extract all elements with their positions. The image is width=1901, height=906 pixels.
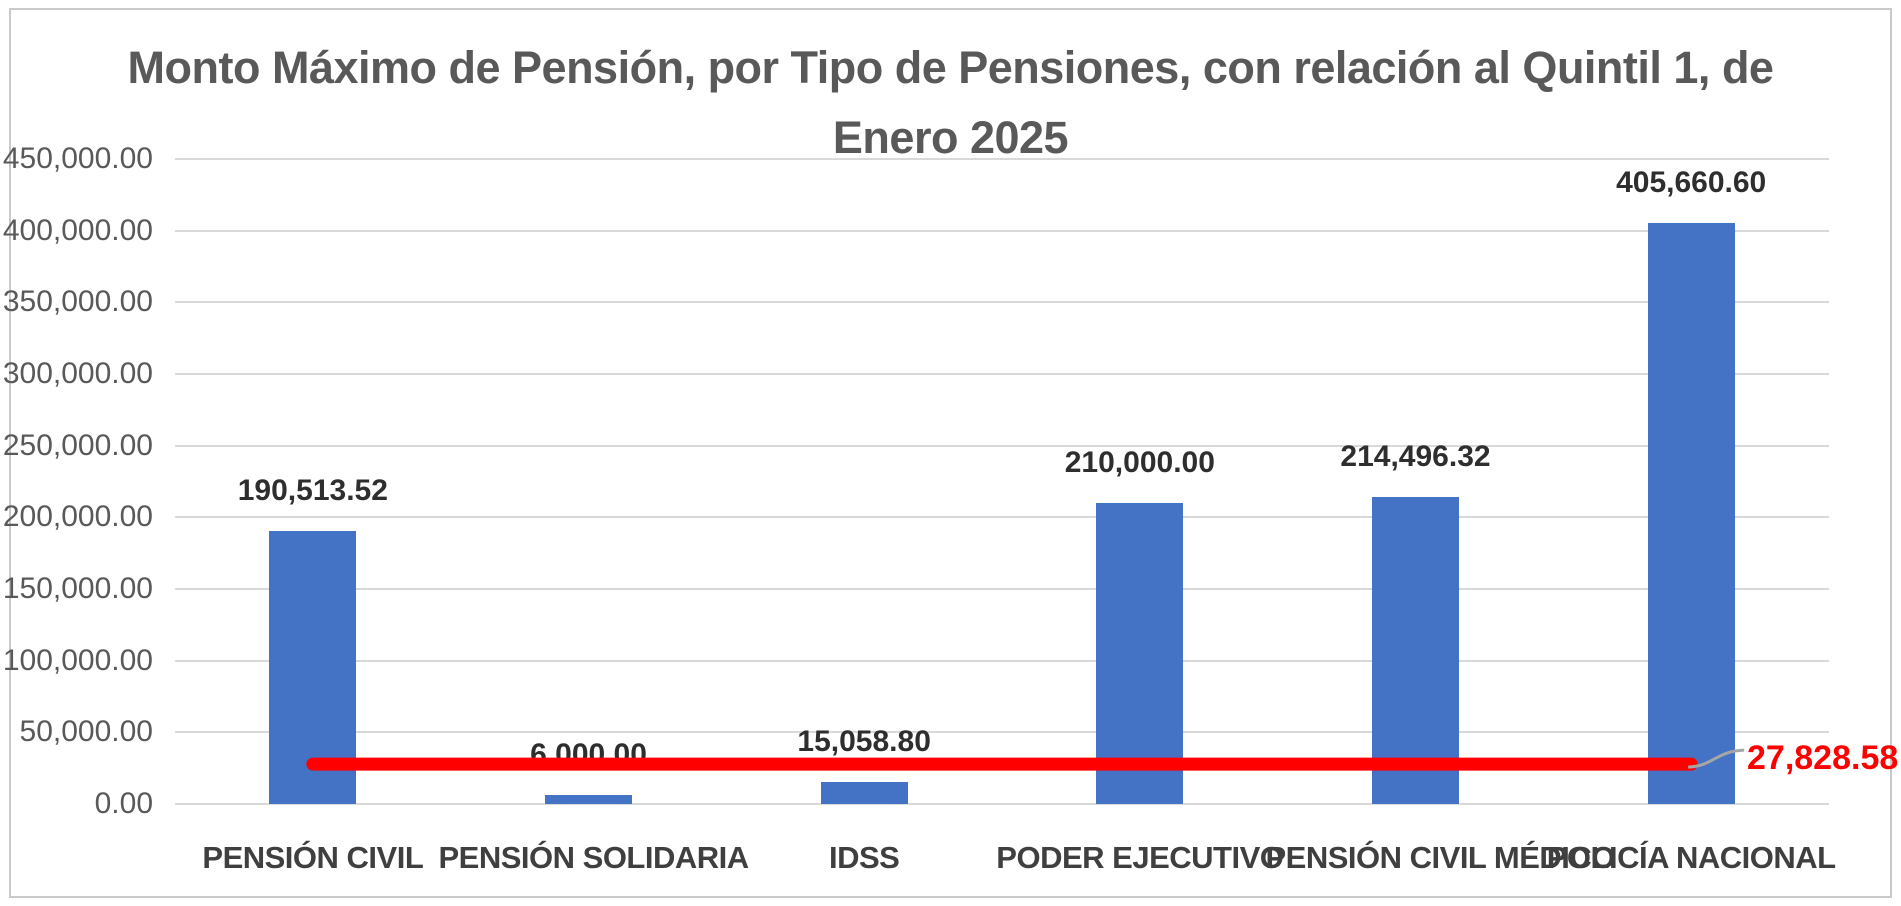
gridline-200-000-00 xyxy=(175,516,1829,519)
gridline-250-000-00 xyxy=(175,444,1829,447)
gridline-50-000-00 xyxy=(175,731,1829,734)
bar-policia-nacional xyxy=(1647,222,1735,804)
x-axis-label-idss: IDSS xyxy=(828,840,900,875)
chart-title: Monto Máximo de Pensión, por Tipo de Pen… xyxy=(0,33,1901,173)
y-axis-tick-50-000-00: 50,000.00 xyxy=(19,715,153,749)
reference-line-value-label: 27,828.58 xyxy=(1747,739,1899,777)
data-label-idss: 15,058.80 xyxy=(797,725,931,759)
gridline-300-000-00 xyxy=(175,373,1829,375)
y-axis-tick-250-000-00: 250,000.00 xyxy=(2,428,153,462)
data-label-policia-nacional: 405,660.60 xyxy=(1616,165,1767,199)
chart-title-line-1: Monto Máximo de Pensión, por Tipo de Pen… xyxy=(127,42,1774,93)
y-axis-tick-150-000-00: 150,000.00 xyxy=(2,572,153,605)
data-label-pension-civil: 190,513.52 xyxy=(237,473,388,507)
y-axis-tick-100-000-00: 100,000.00 xyxy=(2,643,153,677)
reference-label-leader-line xyxy=(1688,748,1745,769)
y-axis-tick-450-000-00: 450,000.00 xyxy=(2,142,153,175)
bar-pension-solidaria xyxy=(545,795,632,804)
y-axis-tick-0-00: 0.00 xyxy=(94,787,153,820)
gridline-0-00 xyxy=(175,803,1829,805)
x-axis-label-pension-solidaria: PENSIÓN SOLIDARIA xyxy=(438,840,750,875)
y-axis-tick-400-000-00: 400,000.00 xyxy=(2,213,153,247)
chart-title-line-2: Enero 2025 xyxy=(832,112,1069,163)
y-axis-tick-350-000-00: 350,000.00 xyxy=(2,285,153,319)
bar-idss xyxy=(820,782,908,804)
y-axis-tick-200-000-00: 200,000.00 xyxy=(2,500,153,534)
data-label-pension-civil-medico: 214,496.32 xyxy=(1340,439,1491,473)
gridline-150-000-00 xyxy=(175,588,1829,590)
gridline-450-000-00 xyxy=(175,158,1829,160)
x-axis-label-pension-civil-medico: PENSIÓN CIVIL MÉDICO xyxy=(1265,840,1616,875)
bar-pension-civil-medico xyxy=(1372,496,1459,804)
y-axis-tick-300-000-00: 300,000.00 xyxy=(2,357,153,390)
x-axis-label-poder-ejecutivo: PODER EJECUTIVO xyxy=(996,840,1284,875)
gridline-400-000-00 xyxy=(175,229,1829,232)
gridline-350-000-00 xyxy=(175,301,1829,304)
data-label-poder-ejecutivo: 210,000.00 xyxy=(1064,446,1215,479)
x-axis-label-pension-civil: PENSIÓN CIVIL xyxy=(202,840,424,875)
x-axis-label-policia-nacional: POLICÍA NACIONAL xyxy=(1546,840,1836,875)
bar-poder-ejecutivo xyxy=(1096,503,1184,804)
gridline-100-000-00 xyxy=(175,659,1829,662)
